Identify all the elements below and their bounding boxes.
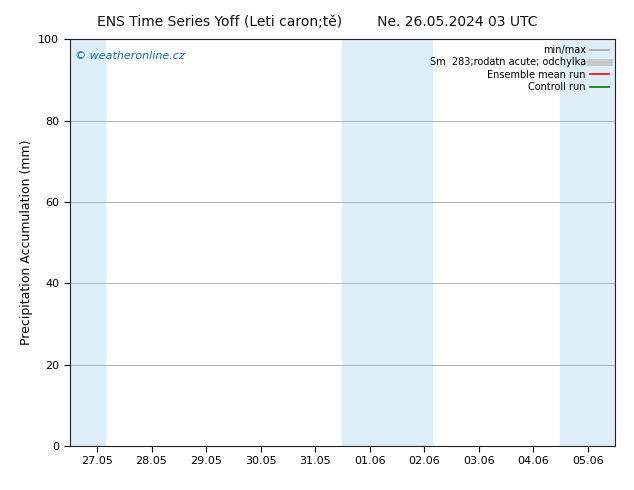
- Legend: min/max, Sm  283;rodatn acute; odchylka, Ensemble mean run, Controll run: min/max, Sm 283;rodatn acute; odchylka, …: [426, 41, 613, 96]
- Y-axis label: Precipitation Accumulation (mm): Precipitation Accumulation (mm): [20, 140, 33, 345]
- Bar: [70, 39, 105, 446]
- Text: © weatheronline.cz: © weatheronline.cz: [75, 51, 185, 61]
- Text: ENS Time Series Yoff (Leti caron;tě)        Ne. 26.05.2024 03 UTC: ENS Time Series Yoff (Leti caron;tě) Ne.…: [97, 15, 537, 29]
- Bar: [342, 39, 432, 446]
- Bar: [560, 39, 615, 446]
